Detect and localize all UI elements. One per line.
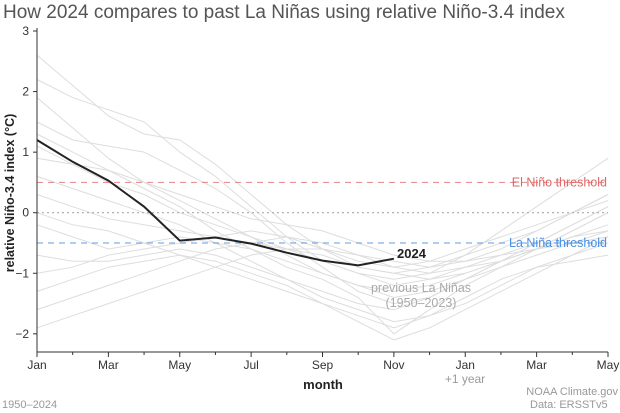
footer-credit: NOAA Climate.gov [526, 386, 618, 398]
highlight-series-label: 2024 [397, 246, 427, 261]
background-series-line [36, 175, 609, 323]
footer-source: Data: ERSSTv5 [530, 399, 608, 411]
x-tick-label: Jan [27, 358, 46, 372]
background-series-line [36, 133, 609, 335]
x-tick-label: May [597, 358, 620, 372]
x-tick-label: Jan [456, 358, 475, 372]
background-series-line [36, 224, 609, 299]
y-tick-label: 0 [22, 206, 29, 220]
reference-line-label: La Niña threshold [509, 236, 607, 250]
background-series-line [36, 212, 609, 341]
x-axis-label: month [303, 377, 343, 392]
y-tick-label: −2 [15, 327, 29, 341]
background-series-sublabel: (1950–2023) [386, 296, 457, 310]
x-tick-label: Sep [312, 358, 334, 372]
x-axis-sublabel: +1 year [445, 372, 485, 386]
reference-line-label: El Niño threshold [512, 175, 607, 189]
y-tick-label: 3 [22, 24, 29, 38]
background-series-label: previous La Niñas [371, 281, 471, 295]
footer-years: 1950–2024 [2, 399, 57, 411]
y-tick-label: −1 [15, 266, 29, 280]
chart-title: How 2024 compares to past La Niñas using… [3, 2, 565, 23]
highlight-series-line [36, 139, 395, 267]
background-series-line [36, 236, 609, 311]
y-tick-label: 1 [22, 145, 29, 159]
x-tick-label: Mar [98, 358, 119, 372]
x-tick-label: Nov [383, 358, 404, 372]
y-axis-label: relative Niño-3.4 index (°C) [3, 114, 17, 273]
y-tick-label: 2 [22, 85, 29, 99]
x-tick-label: Jul [243, 358, 258, 372]
background-series-line [36, 194, 609, 274]
background-series-line [36, 206, 609, 311]
background-series-line [36, 236, 609, 329]
x-tick-label: May [168, 358, 191, 372]
x-tick-label: Mar [526, 358, 547, 372]
